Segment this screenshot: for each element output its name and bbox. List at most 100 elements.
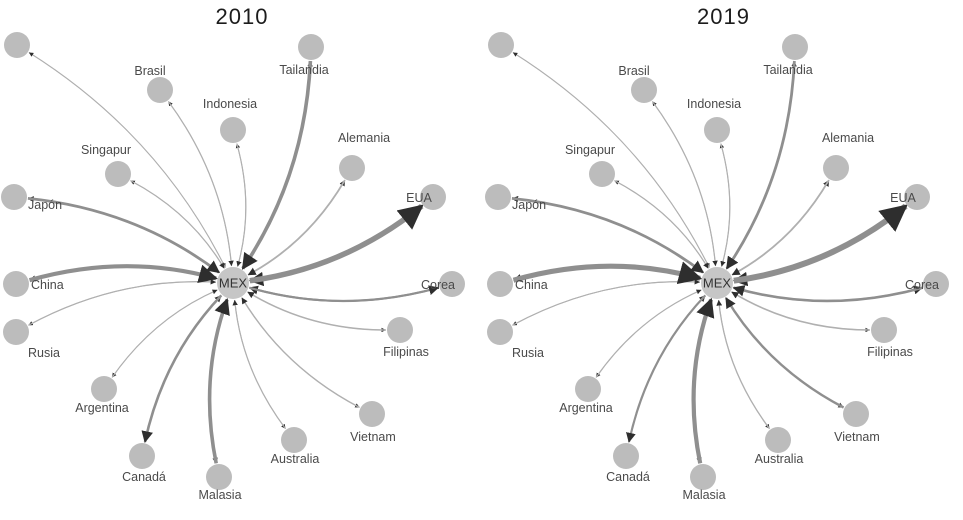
node-circle-australia xyxy=(765,427,791,453)
node-circle-vietnam xyxy=(843,401,869,427)
edge-indonesia-in xyxy=(720,143,731,267)
edge-australia-out xyxy=(718,299,770,429)
node-label-vietnam: Vietnam xyxy=(834,430,880,444)
node-circle-alemania xyxy=(823,155,849,181)
node-label-australia: Australia xyxy=(271,452,320,466)
node-circle-tailandia xyxy=(782,34,808,60)
node-circle-eua xyxy=(420,184,446,210)
node-circle-canada xyxy=(129,443,155,469)
edge-tailandia-in xyxy=(725,60,796,270)
node-circle-china xyxy=(3,271,29,297)
node-label-malasia: Malasia xyxy=(682,488,725,502)
edge-vietnam-in xyxy=(724,297,845,409)
node-circle-corea xyxy=(923,271,949,297)
edge-eua-out xyxy=(249,203,424,284)
node-label-canada: Canadá xyxy=(122,470,166,484)
node-label-brasil: Brasil xyxy=(134,64,165,78)
node-circle-nodo1 xyxy=(4,32,30,58)
node-label-argentina: Argentina xyxy=(559,401,613,415)
edge-alemania-in xyxy=(247,179,346,276)
edge-argentina-in xyxy=(595,289,702,378)
edge-corea-in xyxy=(732,285,923,303)
node-label-alemania: Alemania xyxy=(822,131,874,145)
panel-2019: Brasil Indonesia Tailandia Alemania Singapur… xyxy=(485,32,949,502)
edge-rusia-in xyxy=(28,279,217,326)
node-label-australia: Australia xyxy=(755,452,804,466)
node-circle-alemania xyxy=(339,155,365,181)
node-circle-vietnam xyxy=(359,401,385,427)
node-circle-rusia xyxy=(487,319,513,345)
node-label-brasil: Brasil xyxy=(618,64,649,78)
node-circle-nodo1 xyxy=(488,32,514,58)
edge-brasil-in xyxy=(167,100,234,267)
edge-singapur-in xyxy=(614,179,709,269)
edge-australia-in xyxy=(716,299,771,430)
edge-filipinas-in xyxy=(247,291,387,331)
node-circle-indonesia xyxy=(704,117,730,143)
node-label-eua: EUA xyxy=(890,191,916,205)
node-circle-australia xyxy=(281,427,307,453)
edge-vietnam-out xyxy=(725,297,844,408)
edge-canada-out xyxy=(141,294,223,443)
node-label-rusia: Rusia xyxy=(28,346,60,360)
node-label-indonesia: Indonesia xyxy=(687,97,741,111)
edge-eua-in xyxy=(732,204,908,287)
node-circle-eua xyxy=(904,184,930,210)
edge-nodo1-in xyxy=(28,51,226,268)
node-label-filipinas: Filipinas xyxy=(867,345,913,359)
edge-tailandia-in xyxy=(241,60,313,270)
edge-indonesia-in xyxy=(236,143,247,267)
edge-eua-out xyxy=(733,203,908,284)
node-circle-china xyxy=(487,271,513,297)
mex-node-circle xyxy=(701,267,733,299)
node-circle-japon xyxy=(485,184,511,210)
node-label-argentina: Argentina xyxy=(75,401,129,415)
edge-brasil-in xyxy=(651,100,718,267)
edge-nodo1-out xyxy=(512,52,710,269)
edge-singapur-in xyxy=(130,179,225,269)
edge-singapur-out xyxy=(130,180,225,269)
panel-title-2019: 2019 xyxy=(697,4,750,29)
node-label-filipinas: Filipinas xyxy=(383,345,429,359)
node-label-eua: EUA xyxy=(406,191,432,205)
edge-japon-in xyxy=(27,197,221,274)
edge-canada-out xyxy=(626,294,707,443)
edge-nodo1-in xyxy=(512,51,710,268)
node-circle-japon xyxy=(1,184,27,210)
node-label-alemania: Alemania xyxy=(338,131,390,145)
node-label-tailandia: Tailandia xyxy=(763,63,812,77)
edge-china-in xyxy=(28,264,218,283)
edge-malasia-in xyxy=(207,297,230,464)
edge-australia-out xyxy=(234,299,286,429)
node-label-japon: Japón xyxy=(28,198,62,212)
edge-malasia-in xyxy=(691,297,715,464)
mex-node-label: MEX xyxy=(703,276,732,291)
node-circle-brasil xyxy=(147,77,173,103)
node-label-china: China xyxy=(31,278,64,292)
edge-rusia-in xyxy=(512,279,701,326)
node-circle-singapur xyxy=(105,161,131,187)
edge-australia-in xyxy=(232,299,287,430)
edge-argentina-out xyxy=(595,289,702,378)
node-label-malasia: Malasia xyxy=(198,488,241,502)
edge-argentina-in xyxy=(111,289,218,378)
mex-node-circle xyxy=(217,267,249,299)
edge-argentina-out xyxy=(111,289,218,378)
edge-filipinas-out xyxy=(731,291,870,333)
panel-2010: Brasil Indonesia Tailandia Alemania Singapur… xyxy=(1,32,465,502)
panel-title-2010: 2010 xyxy=(215,4,269,29)
node-label-rusia: Rusia xyxy=(512,346,544,360)
node-label-tailandia: Tailandia xyxy=(279,63,328,77)
node-circle-brasil xyxy=(631,77,657,103)
node-circle-singapur xyxy=(589,161,615,187)
node-circle-argentina xyxy=(91,376,117,402)
node-circle-filipinas xyxy=(387,317,413,343)
node-circle-filipinas xyxy=(871,317,897,343)
node-circle-rusia xyxy=(3,319,29,345)
node-label-canada: Canadá xyxy=(606,470,650,484)
edge-corea-out xyxy=(248,285,439,303)
node-label-corea: Corea xyxy=(905,278,939,292)
edge-japon-in xyxy=(511,197,705,274)
edge-eua-in xyxy=(248,204,424,287)
